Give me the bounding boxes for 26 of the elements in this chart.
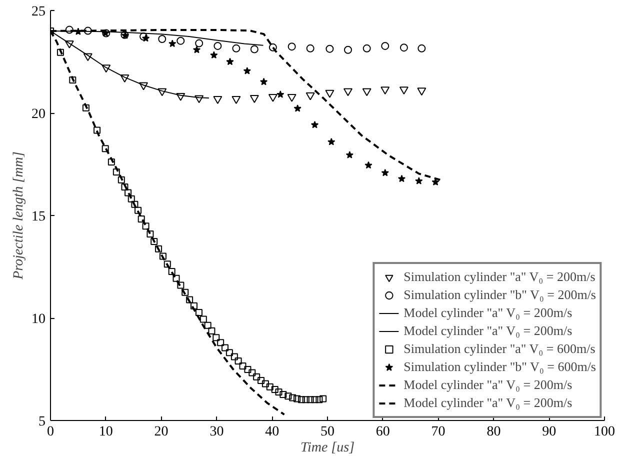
x-tick-label: 0 bbox=[47, 424, 54, 440]
legend-label: Model cylinder "a" V₀ = 200m/s bbox=[404, 304, 572, 322]
y-tick-label: 5 bbox=[38, 414, 46, 430]
x-axis-title: Time [us] bbox=[300, 440, 355, 456]
x-tick-label: 80 bbox=[486, 424, 501, 440]
x-tick-label: 50 bbox=[320, 424, 334, 440]
legend-label: Model cylinder "a" V₀ = 200m/s bbox=[404, 322, 572, 340]
x-tick-label: 100 bbox=[594, 424, 615, 440]
legend-label: Model cylinder "a" V₀ = 200m/s bbox=[404, 376, 572, 394]
legend-label: Simulation cylinder "a" V₀ = 200m/s bbox=[404, 268, 596, 286]
x-tick-label: 60 bbox=[376, 424, 390, 440]
x-tick-label: 10 bbox=[98, 424, 113, 440]
legend-label: Simulation cylinder "a" V₀ = 600m/s bbox=[404, 340, 596, 358]
legend-label: Simulation cylinder "b" V₀ = 200m/s bbox=[404, 286, 596, 304]
y-tick-label: 25 bbox=[32, 4, 46, 20]
legend-label: Model cylinder "a" V₀ = 200m/s bbox=[404, 394, 572, 412]
x-tick-label: 40 bbox=[265, 424, 280, 440]
x-tick-label: 70 bbox=[431, 424, 446, 440]
x-tick-label: 20 bbox=[154, 424, 168, 440]
y-axis-title: Projectile length [mm] bbox=[12, 152, 26, 280]
x-tick-label: 90 bbox=[542, 424, 556, 440]
y-tick-label: 15 bbox=[32, 210, 46, 224]
x-tick-label: 30 bbox=[210, 424, 224, 440]
y-tick-label: 10 bbox=[32, 312, 46, 327]
legend-label: Simulation cylinder "b" V₀ = 600m/s bbox=[404, 358, 596, 376]
y-tick-label: 20 bbox=[32, 107, 46, 122]
